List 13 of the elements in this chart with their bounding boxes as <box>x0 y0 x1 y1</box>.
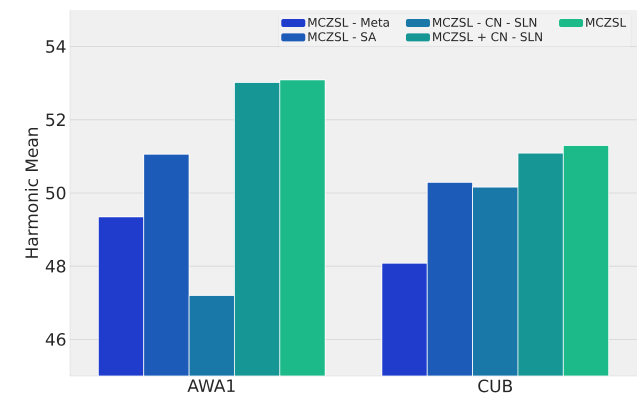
legend-label: MCZSL <box>586 18 626 27</box>
y-tick-label: 52 <box>46 113 65 126</box>
y-tick-label: 48 <box>46 260 66 273</box>
y-tick-label: 54 <box>46 40 66 53</box>
x-tick-label: AWA1 <box>187 380 235 392</box>
legend-label: MCZSL - CN - SLN <box>433 18 536 27</box>
y-axis-title: Harmonic Mean <box>24 128 38 258</box>
x-tick-label: CUB <box>478 380 512 392</box>
legend-label: MCZSL - Meta <box>308 18 389 27</box>
legend-label: MCZSL - SA <box>308 32 376 42</box>
legend-label: MCZSL + CN - SLN <box>433 32 542 42</box>
y-tick-label: 46 <box>46 332 66 346</box>
y-tick-label: 50 <box>46 186 66 200</box>
